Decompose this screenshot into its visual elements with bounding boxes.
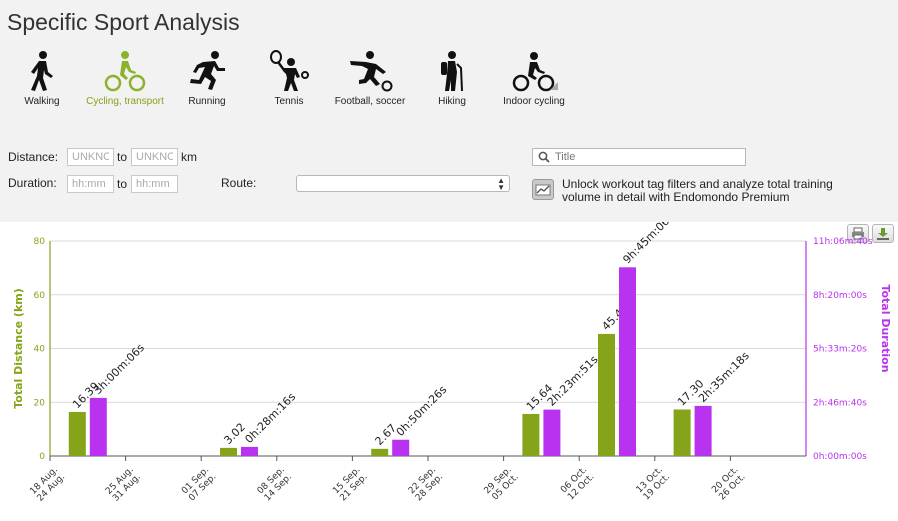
sport-hiking[interactable]: Hiking [412, 50, 492, 108]
distance-to-label: to [117, 150, 128, 164]
filter-panel: Specific Sport Analysis Walking Cycling,… [0, 0, 898, 222]
x-tick-label-group: 06 Oct.12 Oct. [559, 465, 596, 502]
title-search[interactable] [532, 148, 746, 166]
distance-from-input[interactable] [67, 148, 114, 166]
tennis-icon [270, 50, 309, 91]
distance-bar [68, 411, 86, 456]
sport-football[interactable]: Football, soccer [330, 50, 410, 108]
distance-label: Distance: [8, 150, 59, 164]
duration-bar [392, 439, 410, 456]
x-tick-label-group: 20 Oct.26 Oct. [710, 465, 747, 502]
x-tick-label-group: 13 Oct.19 Oct. [635, 465, 672, 502]
sport-label: Hiking [438, 96, 466, 107]
search-icon [538, 151, 550, 163]
distance-bar [598, 333, 615, 456]
x-tick-label-group: 18 Aug.24 Aug. [28, 465, 67, 504]
x-tick-label-group: 15 Sep.21 Sep. [331, 465, 369, 503]
select-arrows-icon: ▲ ▼ [497, 176, 505, 192]
football-icon [350, 51, 393, 92]
x-tick-label-group: 29 Sep.05 Oct. [483, 465, 521, 502]
y-right-tick-label: 11h:06m:40s [813, 237, 873, 247]
duration-bar [241, 446, 258, 456]
y-left-tick-label: 40 [34, 345, 46, 355]
route-label: Route: [221, 176, 257, 190]
distance-bar [673, 409, 691, 456]
duration-data-label: 2h:35m:18s [696, 349, 752, 405]
distance-duration-chart: 0 20 40 60 80 0h:00m:00s 2h:46m:40s 5h:33m:20s 8… [12, 222, 892, 504]
sport-label: Indoor cycling [503, 96, 565, 107]
walking-icon [31, 51, 53, 91]
duration-bar [694, 405, 712, 456]
sport-label: Football, soccer [334, 96, 406, 107]
x-tick-label-group: 22 Sep.28 Sep. [407, 465, 445, 503]
sport-cycling-transport[interactable]: Cycling, transport [85, 50, 165, 108]
duration-data-label: 3h:00m:06s [91, 341, 147, 397]
x-tick-label-group: 01 Sep.07 Sep. [180, 465, 218, 503]
duration-data-label: 0h:50m:26s [394, 383, 450, 439]
sport-label: Walking [24, 96, 60, 107]
duration-bar [543, 409, 561, 456]
download-button[interactable] [872, 224, 894, 243]
y-left-tick-label: 20 [34, 398, 46, 408]
title-search-input[interactable] [553, 150, 738, 164]
distance-data-label: 3.02 [221, 420, 248, 447]
x-tick-label-group: 08 Sep.14 Sep. [256, 465, 294, 503]
download-icon [877, 228, 889, 240]
sport-label: Cycling, transport [86, 96, 164, 107]
x-tick-label-group: 25 Aug.31 Aug. [104, 465, 143, 504]
duration-data-label: 0h:28m:16s [242, 390, 298, 446]
sport-walking[interactable]: Walking [2, 50, 82, 108]
duration-to-input[interactable] [131, 175, 178, 193]
sport-running[interactable]: Running [167, 50, 247, 108]
sport-label: Tennis [274, 96, 304, 107]
duration-from-input[interactable] [67, 175, 114, 193]
running-icon [190, 51, 225, 90]
distance-bar [371, 448, 389, 456]
y-right-tick-label: 0h:00m:00s [813, 452, 867, 462]
duration-label: Duration: [8, 176, 57, 190]
distance-bar [220, 447, 237, 456]
duration-bar [619, 267, 636, 456]
route-select[interactable]: ▲ ▼ [296, 175, 510, 192]
y-right-tick-label: 2h:46m:40s [813, 398, 867, 408]
distance-unit: km [181, 150, 197, 164]
y-right-axis-title: Total Duration [879, 284, 892, 372]
y-right-tick-label: 8h:20m:00s [813, 291, 867, 301]
premium-chart-icon [532, 179, 554, 200]
y-left-tick-label: 0 [39, 452, 45, 462]
duration-data-label: 2h:23m:51s [545, 353, 601, 409]
sport-indoor-cycling[interactable]: Indoor cycling [494, 50, 574, 108]
premium-upsell-text: Unlock workout tag filters and analyze t… [562, 177, 833, 204]
y-left-axis-title: Total Distance (km) [12, 288, 25, 408]
sport-label: Running [188, 96, 226, 107]
distance-to-input[interactable] [131, 148, 178, 166]
print-button[interactable] [847, 224, 869, 243]
duration-to-label: to [117, 177, 128, 191]
duration-bar [89, 397, 107, 456]
y-right-tick-label: 5h:33m:20s [813, 345, 867, 355]
page-title: Specific Sport Analysis [7, 9, 240, 35]
hiking-icon [441, 51, 463, 92]
distance-bar [522, 413, 540, 456]
y-left-tick-label: 60 [34, 291, 46, 301]
y-left-tick-label: 80 [34, 237, 46, 247]
cycling-icon [104, 51, 146, 92]
duration-data-label: 9h:45m:06s [620, 222, 676, 266]
sport-tennis[interactable]: Tennis [249, 50, 329, 108]
printer-icon [852, 227, 864, 240]
indoor-cycling-icon [512, 52, 558, 92]
